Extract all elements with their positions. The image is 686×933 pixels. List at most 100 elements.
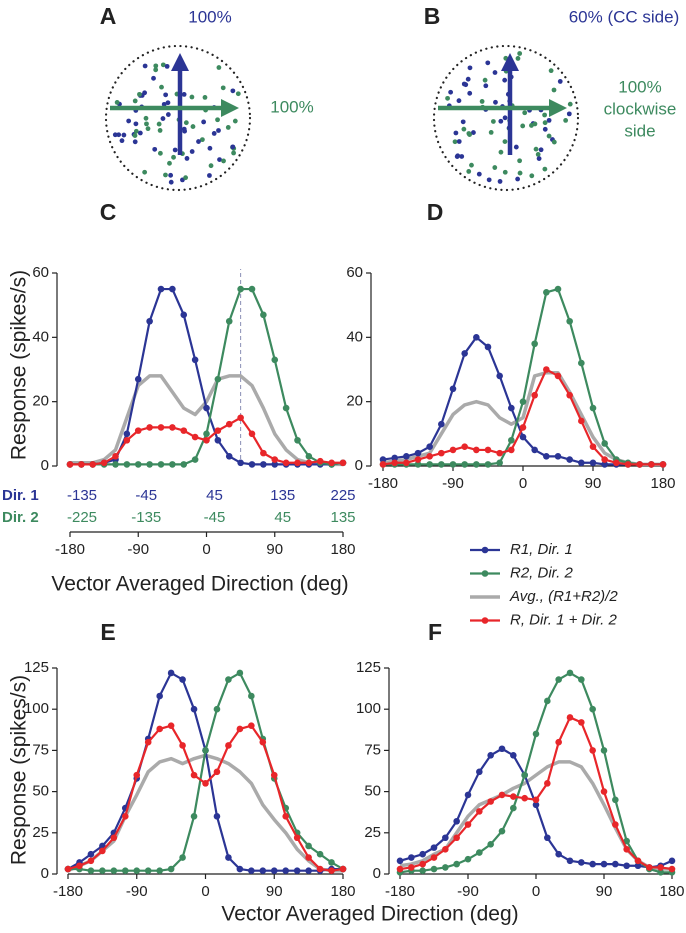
- dir-tick-label: -135: [67, 487, 97, 504]
- y-tick-label: 125: [356, 659, 381, 676]
- data-point: [623, 862, 630, 870]
- dot: [566, 111, 572, 117]
- data-point: [271, 461, 279, 468]
- data-point: [487, 798, 494, 805]
- dot: [490, 119, 496, 124]
- data-point: [203, 430, 210, 438]
- legend-label: R, Dir. 1 + Dir. 2: [510, 611, 617, 628]
- y-tick-label: 20: [346, 393, 363, 410]
- dot: [157, 150, 163, 156]
- data-point: [305, 459, 313, 467]
- dot: [143, 115, 149, 121]
- data-point: [510, 752, 517, 759]
- data-point: [578, 719, 585, 726]
- data-point: [259, 867, 267, 875]
- dot: [453, 130, 459, 136]
- x-tick-label: 0: [202, 541, 210, 558]
- data-point: [634, 857, 642, 865]
- data-point: [391, 459, 398, 467]
- data-point: [648, 461, 655, 468]
- data-point: [100, 459, 108, 467]
- dot: [456, 98, 462, 104]
- data-point: [519, 433, 527, 441]
- data-point: [453, 817, 460, 825]
- data-point: [657, 869, 664, 876]
- panel-letter: C: [100, 199, 117, 225]
- data-point: [167, 865, 175, 873]
- data-point: [214, 375, 222, 383]
- data-point: [510, 804, 517, 812]
- panel-letter: E: [100, 619, 115, 645]
- dot: [502, 77, 508, 83]
- data-point: [449, 461, 457, 468]
- diagram-label: side: [624, 121, 655, 140]
- data-point: [180, 311, 188, 319]
- dot: [520, 123, 526, 129]
- y-tick-label: 125: [24, 659, 49, 676]
- data-point: [167, 669, 175, 677]
- data-point: [282, 867, 290, 875]
- dot: [232, 118, 238, 124]
- dot: [142, 169, 148, 175]
- dot: [502, 139, 508, 144]
- dot: [181, 126, 187, 132]
- data-point: [601, 461, 608, 468]
- dot: [465, 76, 471, 82]
- dot: [467, 65, 473, 71]
- data-point: [76, 862, 83, 870]
- diagram-label: clockwise: [604, 99, 677, 118]
- dot: [467, 90, 473, 96]
- panel-letter: F: [428, 619, 442, 645]
- dot: [183, 120, 189, 126]
- data-point: [612, 860, 619, 868]
- x-tick-label: 0: [201, 883, 209, 900]
- dot: [133, 128, 139, 134]
- data-point: [157, 424, 165, 431]
- dot: [119, 138, 125, 144]
- dot: [207, 145, 213, 151]
- dot: [207, 173, 212, 178]
- y-tick-label: 100: [356, 700, 381, 717]
- data-point: [123, 430, 131, 438]
- data-point: [438, 420, 445, 428]
- data-point: [636, 461, 643, 468]
- dot: [536, 156, 542, 161]
- data-point: [408, 854, 415, 861]
- data-point: [414, 449, 422, 457]
- data-point: [271, 456, 279, 463]
- data-point: [508, 436, 515, 444]
- dot: [548, 68, 554, 74]
- dot: [167, 160, 172, 166]
- dot: [498, 118, 504, 124]
- data-point: [134, 375, 142, 383]
- data-point: [316, 457, 324, 465]
- x-tick-label: 180: [330, 883, 355, 900]
- data-point: [259, 738, 267, 746]
- series-line: [68, 671, 344, 872]
- data-point: [146, 317, 153, 325]
- dot: [492, 70, 498, 75]
- data-point: [453, 834, 460, 842]
- dot: [567, 101, 573, 107]
- data-point: [112, 461, 119, 468]
- dot: [230, 88, 236, 94]
- data-point: [453, 860, 460, 868]
- data-point: [396, 865, 404, 873]
- dot: [189, 94, 195, 100]
- dot: [159, 84, 164, 90]
- data-point: [464, 855, 472, 863]
- data-point: [248, 867, 255, 875]
- data-point: [461, 443, 468, 451]
- dot: [231, 150, 236, 156]
- data-point: [305, 854, 312, 861]
- y-tick-label: 40: [32, 328, 49, 345]
- data-point: [566, 669, 574, 677]
- data-point: [578, 417, 585, 425]
- dir-tick-label: 225: [330, 487, 355, 504]
- dot: [471, 130, 476, 135]
- data-point: [613, 459, 620, 467]
- data-point: [78, 461, 85, 468]
- dot: [461, 81, 467, 87]
- data-point: [668, 857, 676, 865]
- legend-marker: [481, 570, 489, 577]
